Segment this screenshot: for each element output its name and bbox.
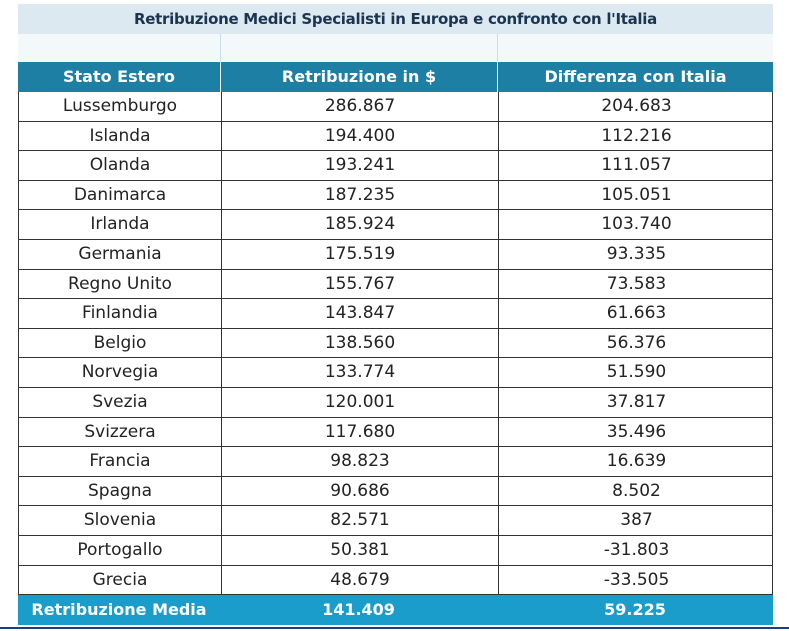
- cell-salary: 82.571: [221, 506, 498, 536]
- cell-country: Finlandia: [82, 303, 158, 324]
- cell-country: Spagna: [88, 480, 152, 501]
- cell-difference: 112.216: [498, 121, 774, 151]
- cell-country: Svezia: [92, 391, 148, 412]
- cell-difference: 93.335: [498, 239, 774, 269]
- footer-label: Retribuzione Media: [31, 600, 207, 620]
- table-row: Norvegia 133.774 51.590: [18, 358, 773, 388]
- cell-salary: 138.560: [221, 328, 498, 358]
- table-row: Germania 175.519 93.335: [18, 239, 774, 270]
- table-row: Olanda 193.241 111.057: [18, 151, 773, 181]
- cell-salary: 185.924: [221, 210, 498, 240]
- cell-country: Portogallo: [77, 539, 163, 560]
- header-country: Stato Estero: [62, 67, 175, 86]
- cell-difference: 8.502: [498, 476, 774, 506]
- cell-country: Grecia: [92, 569, 148, 590]
- cell-salary: 133.774: [221, 358, 498, 388]
- cell-salary: 193.241: [221, 151, 498, 181]
- salary-table: Retribuzione Medici Specialisti in Europ…: [18, 4, 774, 626]
- cell-difference: -31.803: [498, 535, 774, 565]
- cell-difference: 37.817: [498, 387, 774, 417]
- header-salary: Retribuzione in $: [220, 62, 497, 92]
- cell-difference: 16.639: [498, 447, 774, 477]
- table-row: Francia 98.823 16.639: [18, 447, 773, 477]
- cell-country: Islanda: [89, 125, 151, 146]
- cell-salary: 286.867: [221, 92, 498, 121]
- footer-salary: 141.409: [322, 600, 395, 620]
- cell-difference: 103.740: [498, 210, 774, 240]
- cell-country: Slovenia: [83, 510, 157, 531]
- cell-difference: 35.496: [498, 417, 774, 447]
- table-row: Irlanda 185.924 103.740: [18, 210, 773, 240]
- table-row: Belgio 138.560 56.376: [18, 328, 774, 359]
- table-row: Lussemburgo 286.867 204.683: [18, 92, 773, 122]
- cell-country: Belgio: [93, 332, 147, 353]
- table-row: Svezia 120.001 37.817: [18, 387, 774, 418]
- cell-salary: 98.823: [221, 447, 498, 477]
- cell-salary: 120.001: [221, 387, 498, 417]
- cell-salary: 48.679: [221, 565, 498, 595]
- cell-difference: 73.583: [498, 269, 774, 299]
- cell-difference: 111.057: [498, 151, 774, 181]
- footer-difference: 59.225: [604, 600, 666, 620]
- cell-salary: 175.519: [221, 239, 498, 269]
- table-title: Retribuzione Medici Specialisti in Europ…: [18, 4, 773, 34]
- cell-salary: 194.400: [221, 121, 498, 151]
- cell-salary: 117.680: [221, 417, 498, 447]
- table-row: Svizzera 117.680 35.496: [18, 417, 774, 448]
- cell-salary: 50.381: [221, 535, 498, 565]
- cell-country: Svizzera: [84, 421, 156, 442]
- cell-difference: 51.590: [498, 358, 774, 388]
- table-row: Portogallo 50.381 -31.803: [18, 535, 774, 566]
- header-difference: Differenza con Italia: [497, 62, 773, 92]
- table-row: Grecia 48.679 -33.505: [18, 565, 774, 596]
- footer-row: Retribuzione Media 141.409 59.225: [18, 595, 773, 626]
- cell-difference: 61.663: [498, 299, 774, 329]
- cell-salary: 90.686: [221, 476, 498, 506]
- table-body: Lussemburgo 286.867 204.683 Islanda 194.400 1…: [18, 92, 774, 596]
- cell-difference: 204.683: [498, 92, 774, 121]
- cell-country: Francia: [89, 451, 151, 472]
- bottom-divider: [0, 627, 789, 629]
- cell-salary: 187.235: [221, 180, 498, 210]
- cell-country: Danimarca: [73, 184, 167, 205]
- cell-difference: 56.376: [498, 328, 774, 358]
- cell-country: Lussemburgo: [62, 96, 178, 116]
- cell-difference: 387: [498, 506, 774, 536]
- header-row: Stato Estero Retribuzione in $ Differenz…: [18, 62, 773, 92]
- blank-row: [18, 34, 773, 62]
- table-row: Slovenia 82.571 387: [18, 506, 773, 536]
- cell-country: Irlanda: [90, 214, 150, 235]
- cell-country: Regno Unito: [68, 273, 172, 294]
- cell-country: Norvegia: [81, 362, 159, 383]
- cell-difference: 105.051: [498, 180, 774, 210]
- table-row: Finlandia 143.847 61.663: [18, 299, 773, 329]
- table-row: Islanda 194.400 112.216: [18, 121, 774, 152]
- table-row: Regno Unito 155.767 73.583: [18, 269, 774, 300]
- cell-difference: -33.505: [498, 565, 774, 595]
- cell-salary: 143.847: [221, 299, 498, 329]
- table-row: Danimarca 187.235 105.051: [18, 180, 774, 211]
- cell-country: Germania: [78, 243, 162, 264]
- cell-salary: 155.767: [221, 269, 498, 299]
- cell-country: Olanda: [89, 155, 151, 176]
- table-row: Spagna 90.686 8.502: [18, 476, 774, 507]
